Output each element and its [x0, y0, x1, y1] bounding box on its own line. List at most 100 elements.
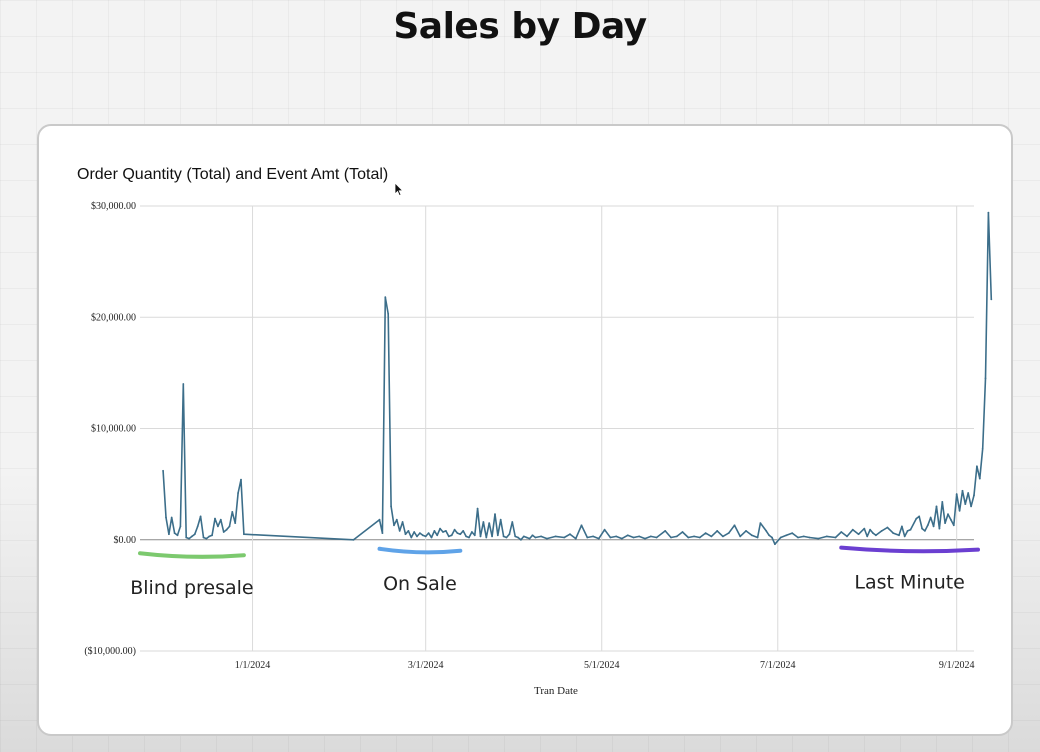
data-point [935, 505, 938, 508]
x-tick-label: 7/1/2024 [760, 660, 796, 671]
data-point [179, 525, 182, 528]
data-point [802, 535, 805, 538]
x-axis-ticks: 1/1/2024 3/1/2024 5/1/2024 7/1/2024 9/1/2024 [235, 660, 975, 671]
annotation-label: Blind presale [130, 577, 253, 599]
data-point [546, 537, 548, 540]
data-point [866, 535, 869, 538]
data-point [603, 528, 606, 531]
data-point [208, 535, 211, 538]
data-point [750, 534, 753, 537]
data-point [704, 532, 707, 534]
data-point [687, 536, 690, 539]
data-point [981, 447, 984, 450]
data-point [863, 527, 866, 530]
data-point [952, 524, 955, 527]
data-point [168, 533, 170, 536]
data-point [915, 517, 918, 520]
data-point [387, 313, 390, 315]
data-point [234, 522, 237, 524]
data-point [237, 492, 240, 494]
data-point [517, 536, 519, 539]
data-point [424, 535, 427, 538]
data-point [990, 298, 993, 301]
data-point [439, 527, 441, 530]
data-point [932, 525, 935, 528]
data-point [427, 532, 430, 534]
data-point [759, 522, 762, 524]
data-point [592, 535, 594, 538]
data-point [597, 537, 600, 540]
data-point [944, 522, 946, 524]
data-point [390, 505, 392, 508]
data-point [638, 535, 641, 538]
data-point [973, 494, 975, 497]
data-point [875, 534, 877, 537]
chart-title: Order Quantity (Total) and Event Amt (To… [77, 166, 388, 183]
data-point [499, 518, 502, 521]
data-point [675, 535, 678, 538]
data-point [840, 531, 843, 533]
data-point [395, 518, 398, 521]
data-point [211, 534, 214, 537]
data-point [430, 536, 433, 539]
data-point [479, 535, 482, 538]
x-tick-label: 9/1/2024 [939, 660, 975, 671]
data-point [433, 530, 436, 532]
data-point [950, 518, 952, 521]
data-point [970, 505, 972, 508]
x-tick-label: 3/1/2024 [408, 660, 444, 671]
data-point [398, 530, 401, 532]
data-point [404, 533, 407, 536]
data-point [774, 543, 776, 546]
data-point [846, 535, 848, 538]
data-point [938, 527, 941, 530]
data-point [872, 532, 874, 534]
x-tick-label: 5/1/2024 [584, 660, 620, 671]
page-title: Sales by Day [393, 6, 647, 47]
data-point [817, 537, 820, 540]
data-point [453, 528, 456, 531]
data-point [196, 525, 199, 528]
data-point [450, 534, 453, 537]
data-point [378, 518, 381, 521]
data-point [574, 537, 577, 540]
data-point [984, 377, 987, 380]
data-point [231, 511, 234, 513]
data-point [413, 531, 416, 533]
data-point [193, 533, 196, 536]
data-point [511, 521, 514, 523]
data-point [476, 507, 479, 510]
x-axis-title: Tran Date [534, 685, 578, 697]
data-point [456, 532, 459, 534]
data-point [698, 536, 701, 539]
data-point [791, 532, 794, 534]
data-point [520, 538, 522, 541]
data-point [779, 536, 782, 539]
data-point [222, 531, 225, 533]
data-point [225, 528, 228, 531]
data-point [632, 536, 635, 539]
data-point [978, 477, 981, 480]
gridlines [140, 205, 974, 652]
data-point [522, 535, 525, 538]
data-point [955, 493, 958, 495]
data-point [176, 534, 179, 537]
chart-card: Order Quantity (Total) and Event Amt (To… [37, 124, 1013, 736]
data-point [958, 509, 961, 512]
data-point [491, 535, 493, 538]
y-tick-label: $0.00 [114, 535, 137, 546]
data-point [768, 534, 770, 537]
annotation-label: On Sale [383, 573, 457, 595]
data-point [214, 517, 216, 520]
data-point [797, 536, 799, 539]
data-point [808, 536, 811, 539]
data-point [609, 536, 612, 539]
data-point [586, 536, 589, 539]
data-point [929, 516, 932, 519]
data-point [505, 536, 508, 539]
data-point [733, 524, 736, 527]
data-point [219, 518, 222, 521]
data-point [531, 534, 534, 537]
mouse-cursor-icon [394, 182, 404, 197]
data-point [626, 534, 629, 537]
